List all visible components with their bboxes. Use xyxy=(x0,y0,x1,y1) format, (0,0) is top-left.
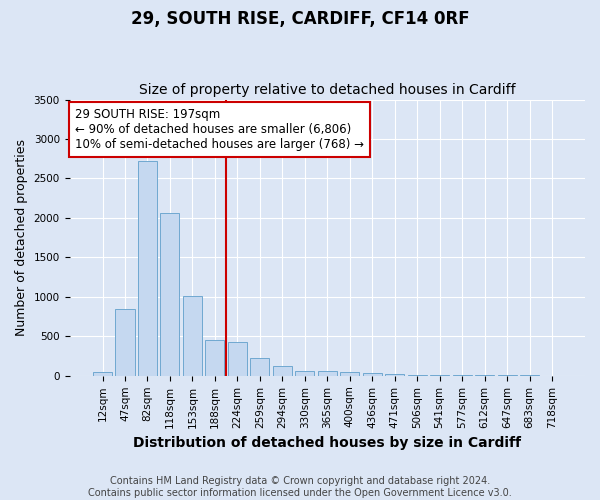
Bar xyxy=(138,161,157,376)
Bar xyxy=(452,375,472,376)
Bar xyxy=(250,358,269,376)
Y-axis label: Number of detached properties: Number of detached properties xyxy=(15,139,28,336)
Bar xyxy=(340,372,359,376)
Bar xyxy=(93,372,112,376)
Bar xyxy=(295,371,314,376)
Bar xyxy=(160,213,179,376)
Text: 29 SOUTH RISE: 197sqm
← 90% of detached houses are smaller (6,806)
10% of semi-d: 29 SOUTH RISE: 197sqm ← 90% of detached … xyxy=(74,108,364,151)
Bar xyxy=(385,374,404,376)
X-axis label: Distribution of detached houses by size in Cardiff: Distribution of detached houses by size … xyxy=(133,436,521,450)
Bar xyxy=(430,375,449,376)
Bar xyxy=(228,342,247,376)
Bar xyxy=(318,372,337,376)
Bar xyxy=(475,375,494,376)
Bar xyxy=(205,340,224,376)
Bar xyxy=(362,374,382,376)
Text: Contains HM Land Registry data © Crown copyright and database right 2024.
Contai: Contains HM Land Registry data © Crown c… xyxy=(88,476,512,498)
Bar xyxy=(183,296,202,376)
Title: Size of property relative to detached houses in Cardiff: Size of property relative to detached ho… xyxy=(139,83,515,97)
Bar xyxy=(407,374,427,376)
Bar xyxy=(115,308,134,376)
Text: 29, SOUTH RISE, CARDIFF, CF14 0RF: 29, SOUTH RISE, CARDIFF, CF14 0RF xyxy=(131,10,469,28)
Bar xyxy=(273,366,292,376)
